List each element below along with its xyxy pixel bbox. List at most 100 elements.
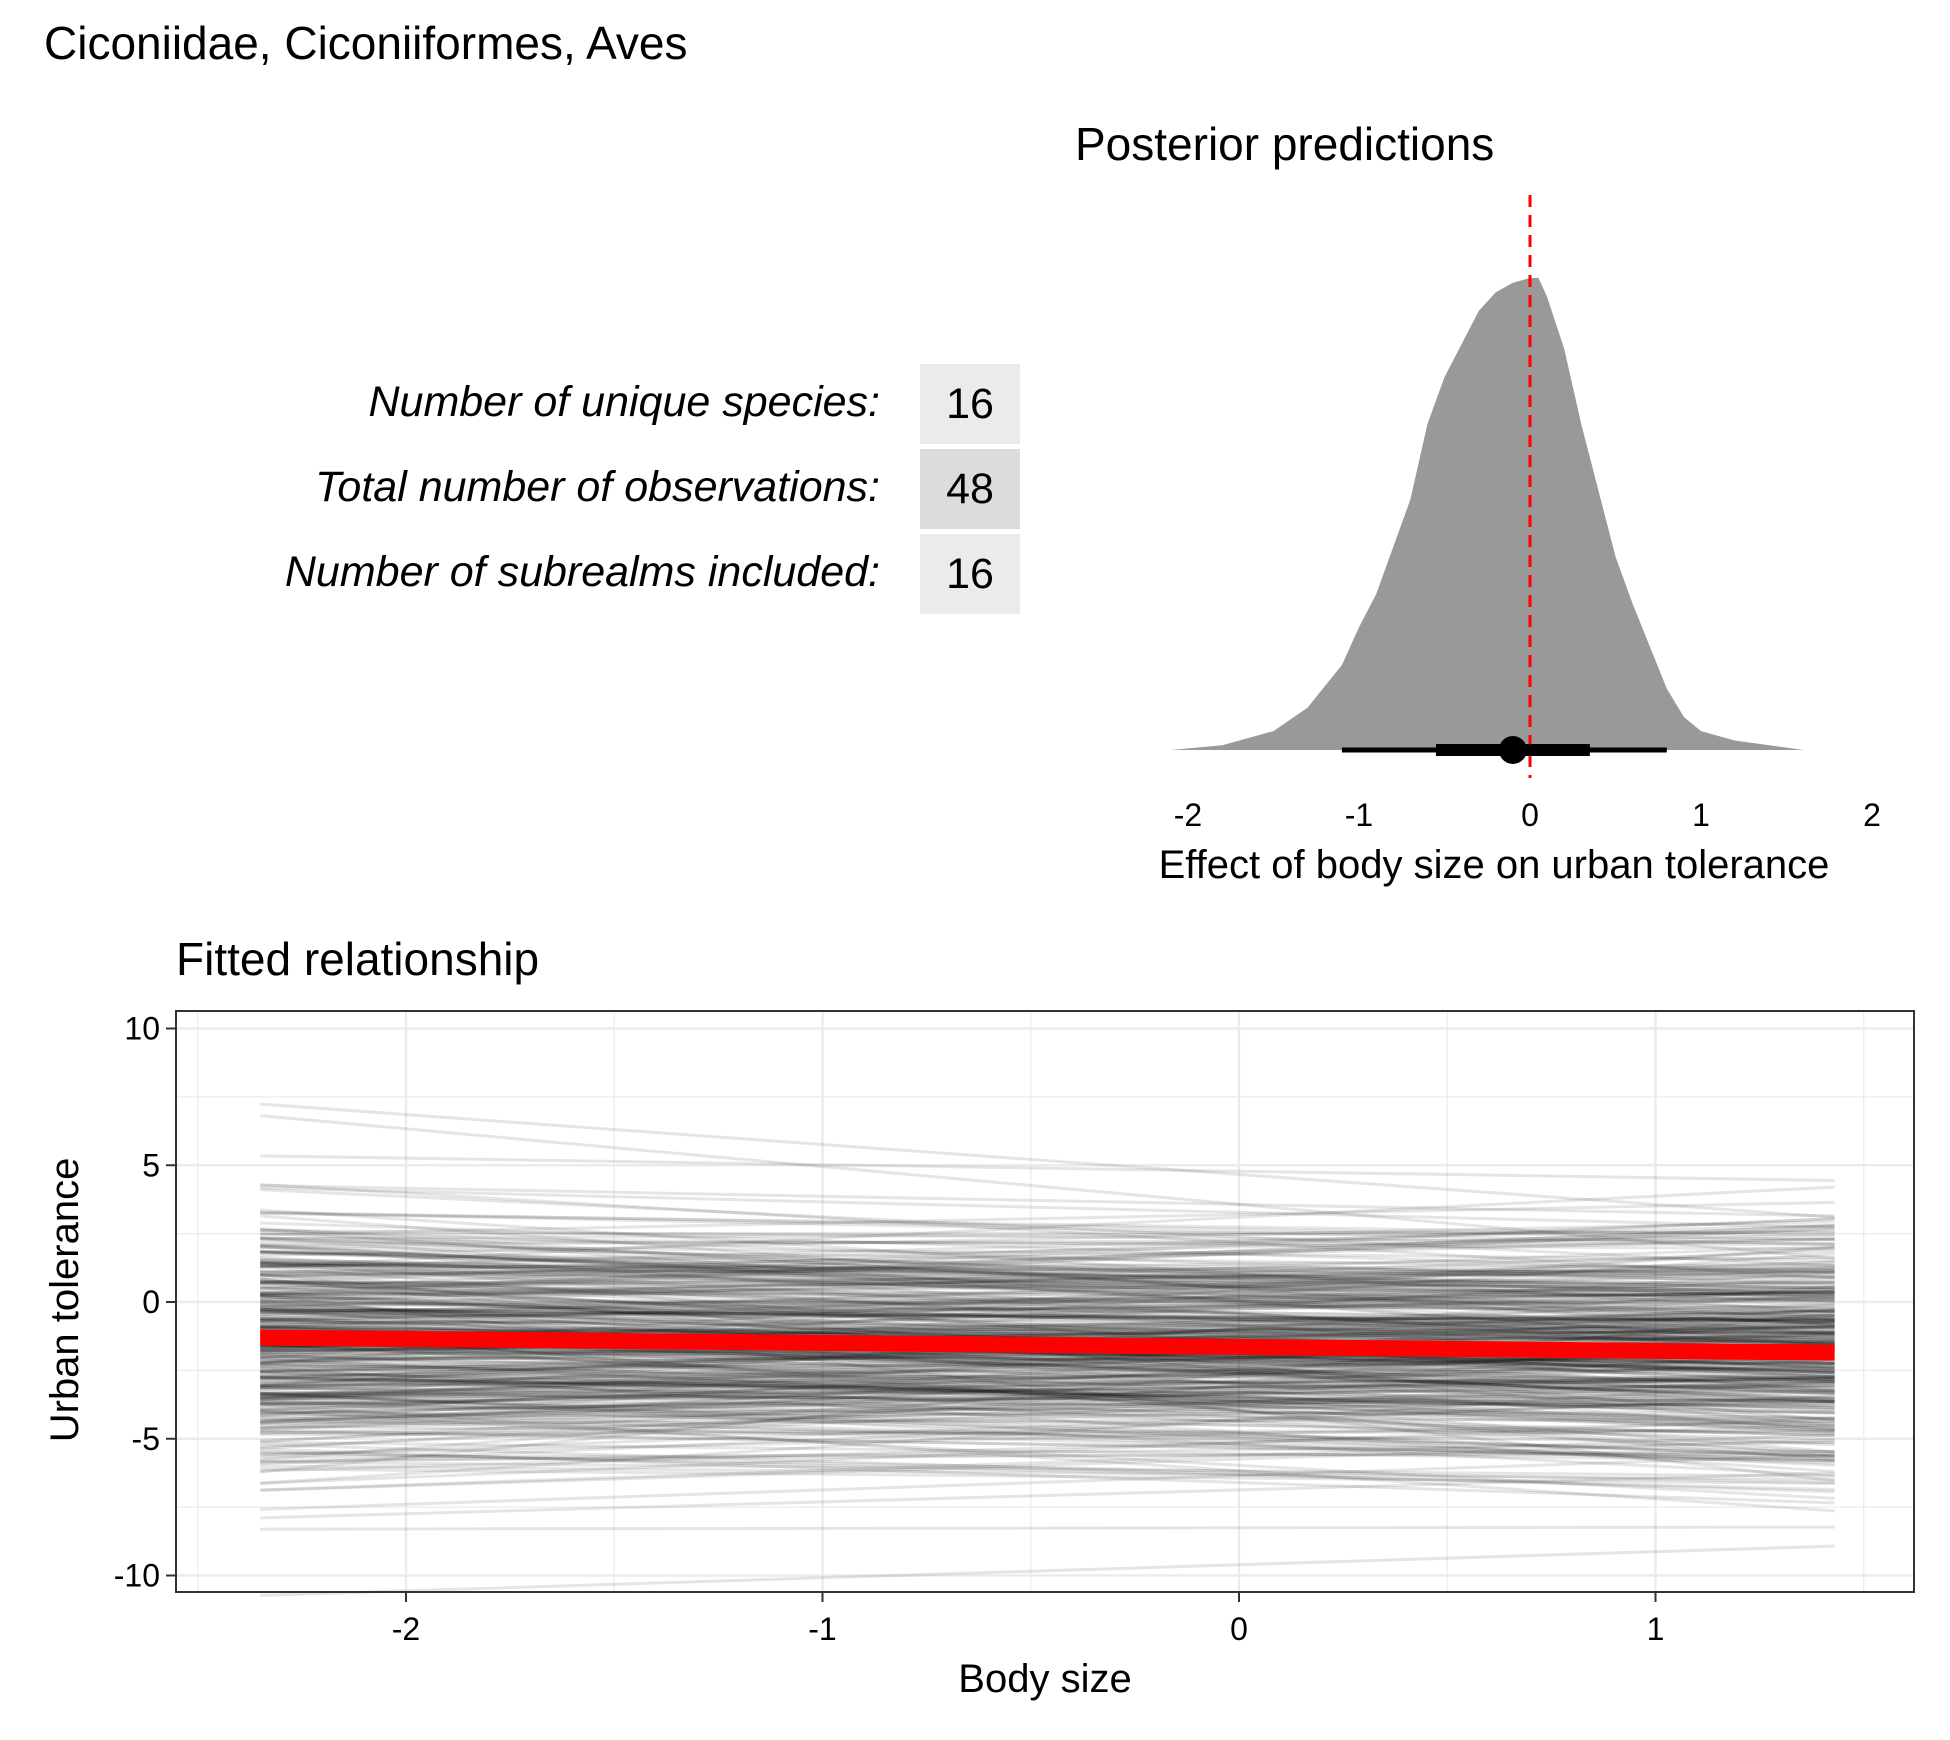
posterior-draw-line xyxy=(260,1251,1835,1296)
posterior-draw-line xyxy=(260,1243,1835,1262)
posterior-draw-line xyxy=(260,1230,1835,1236)
posterior-draw-line xyxy=(260,1342,1835,1429)
posterior-draw-line xyxy=(260,1188,1835,1268)
fitted-y-label: Urban tolerance xyxy=(43,1158,87,1443)
posterior-draw-line xyxy=(260,1355,1835,1364)
posterior-draw-line xyxy=(260,1392,1835,1405)
posterior-draw-line xyxy=(260,1398,1835,1458)
posterior-draw-line xyxy=(260,1297,1835,1307)
posterior-draw-line xyxy=(260,1385,1835,1421)
posterior-draw-line xyxy=(260,1361,1835,1403)
posterior-draw-line xyxy=(260,1364,1835,1431)
posterior-draw-line xyxy=(260,1250,1835,1283)
posterior-draw-line xyxy=(260,1305,1835,1312)
posterior-draw-line xyxy=(260,1249,1835,1309)
posterior-panel: Posterior predictions -2 -1 0 1 2 Effect of … xyxy=(1075,118,1881,887)
posterior-x-ticks: -2 -1 0 1 2 xyxy=(1174,797,1881,833)
posterior-draw-line xyxy=(260,1350,1835,1444)
posterior-draw-line xyxy=(260,1410,1835,1465)
posterior-draw-line xyxy=(260,1286,1835,1351)
posterior-draw-line xyxy=(260,1375,1835,1410)
posterior-draw-line xyxy=(260,1423,1835,1473)
posterior-draw-line xyxy=(260,1365,1835,1474)
posterior-draw-line xyxy=(260,1362,1835,1409)
posterior-draw-line xyxy=(260,1245,1835,1355)
posterior-draw-line xyxy=(260,1354,1835,1393)
posterior-draw-line xyxy=(260,1430,1835,1459)
posterior-draw-line xyxy=(260,1264,1835,1314)
y-tick-label: -5 xyxy=(132,1421,160,1457)
posterior-draw-line xyxy=(260,1292,1835,1306)
posterior-draw-line xyxy=(260,1379,1835,1385)
posterior-draw-line xyxy=(260,1183,1835,1218)
posterior-draw-line xyxy=(260,1326,1835,1334)
posterior-draw-line xyxy=(260,1266,1835,1290)
posterior-draw-line xyxy=(260,1374,1835,1406)
posterior-draw-line xyxy=(260,1245,1835,1305)
posterior-draw-line xyxy=(260,1365,1835,1389)
posterior-draw-line xyxy=(260,1362,1835,1369)
posterior-draw-line xyxy=(260,1260,1835,1321)
posterior-draw-line xyxy=(260,1268,1835,1316)
posterior-draw-line xyxy=(260,1363,1835,1395)
posterior-draw-line xyxy=(260,1453,1835,1511)
posterior-draw-line xyxy=(260,1471,1835,1520)
posterior-draw-line xyxy=(260,1114,1835,1260)
y-tick-label: 0 xyxy=(142,1284,160,1320)
posterior-draw-line xyxy=(260,1263,1835,1276)
y-tick-label: 10 xyxy=(124,1011,160,1047)
posterior-draw-line xyxy=(260,1237,1835,1343)
posterior-draw-line xyxy=(260,1327,1835,1340)
posterior-draw-line xyxy=(260,1210,1835,1242)
posterior-draw-line xyxy=(260,1416,1835,1454)
posterior-draw-line xyxy=(260,1447,1835,1505)
posterior-draw-line xyxy=(260,1428,1835,1461)
stat-value-observations: 48 xyxy=(920,449,1020,529)
posterior-draw-line xyxy=(260,1316,1835,1325)
posterior-draw-line xyxy=(260,1296,1835,1313)
posterior-draw-line xyxy=(260,1262,1835,1317)
posterior-draw-line xyxy=(260,1291,1835,1313)
posterior-draw-line xyxy=(260,1400,1835,1435)
posterior-draw-line xyxy=(260,1401,1835,1417)
posterior-draw-line xyxy=(260,1375,1835,1395)
posterior-draw-line xyxy=(260,1403,1835,1426)
posterior-draw-line xyxy=(260,1279,1835,1341)
posterior-draw-line xyxy=(260,1289,1835,1328)
posterior-draw-line xyxy=(260,1237,1835,1247)
posterior-draw-line xyxy=(260,1342,1835,1421)
posterior-draw-line xyxy=(260,1293,1835,1483)
posterior-draw-line xyxy=(260,1266,1835,1296)
posterior-draw-line xyxy=(260,1221,1835,1275)
posterior-draw-line xyxy=(260,1381,1835,1415)
posterior-draw-line xyxy=(260,1348,1835,1371)
posterior-draw-line xyxy=(260,1295,1835,1324)
posterior-draw-line xyxy=(260,1224,1835,1295)
y-tick-label: 5 xyxy=(142,1147,160,1183)
posterior-draw-line xyxy=(260,1257,1835,1303)
posterior-draw-line xyxy=(260,1438,1835,1492)
posterior-draw-line xyxy=(260,1250,1835,1291)
posterior-draw-line xyxy=(260,1280,1835,1310)
posterior-draw-line xyxy=(260,1245,1835,1322)
posterior-draw-line xyxy=(260,1217,1835,1291)
posterior-draw-line xyxy=(260,1269,1835,1292)
posterior-draw-line xyxy=(260,1401,1835,1458)
posterior-draw-line xyxy=(260,1395,1835,1437)
fitted-x-label: Body size xyxy=(958,1657,1131,1701)
posterior-draw-line xyxy=(260,1358,1835,1435)
posterior-draw-line xyxy=(260,1263,1835,1273)
stat-label-species: Number of unique species: xyxy=(368,378,880,426)
posterior-draw-line xyxy=(260,1237,1835,1297)
posterior-draw-line xyxy=(260,1310,1835,1323)
posterior-draw-line xyxy=(260,1355,1835,1373)
posterior-draw-line xyxy=(260,1401,1835,1407)
posterior-draw-line xyxy=(260,1398,1835,1411)
posterior-draw-line xyxy=(260,1367,1835,1384)
posterior-draw-line xyxy=(260,1214,1835,1335)
posterior-draw-line xyxy=(260,1311,1835,1474)
posterior-draw-line xyxy=(260,1228,1835,1286)
posterior-draw-line xyxy=(260,1228,1835,1346)
fitted-title: Fitted relationship xyxy=(176,933,539,985)
posterior-draw-line xyxy=(260,1273,1835,1348)
